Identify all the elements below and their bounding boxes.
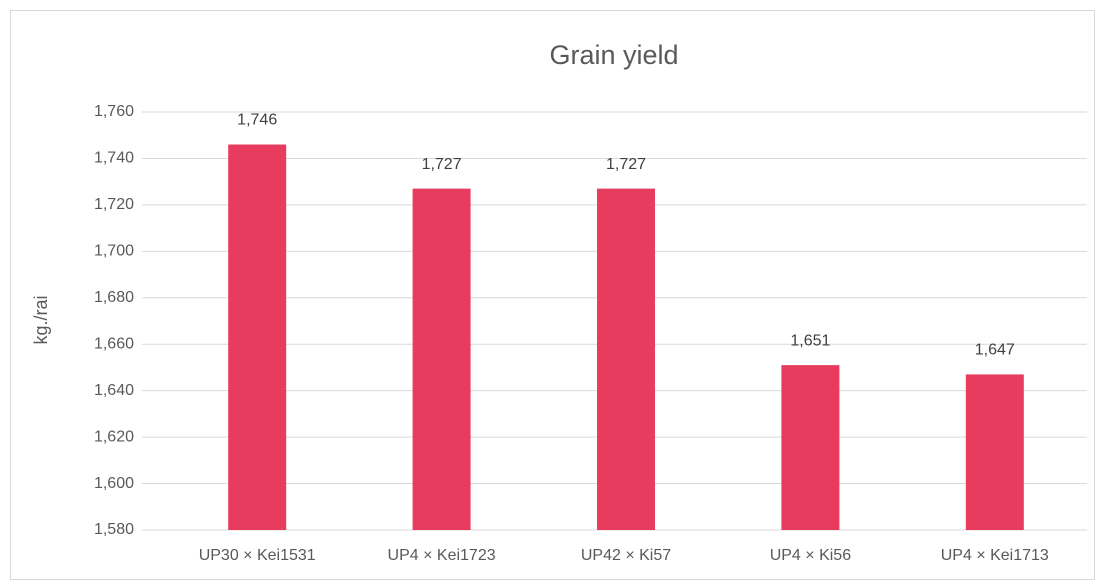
bar (412, 188, 471, 530)
bar (965, 374, 1024, 530)
bar (597, 188, 655, 530)
y-tick-label: 1,620 (94, 428, 134, 445)
y-tick-label: 1,720 (94, 196, 134, 213)
value-label: 1,727 (422, 156, 462, 173)
x-tick-label: UP4 × Ki56 (770, 547, 851, 564)
bar (781, 365, 840, 530)
x-tick-label: UP30 × Kei1531 (199, 547, 316, 564)
x-tick-label: UP4 × Kei1713 (941, 547, 1049, 564)
x-tick-label: UP42 × Ki57 (581, 547, 671, 564)
value-label: 1,647 (975, 342, 1015, 359)
y-tick-label: 1,740 (94, 150, 134, 167)
value-label: 1,727 (606, 156, 646, 173)
value-label: 1,746 (237, 112, 277, 129)
bar (228, 144, 287, 530)
y-tick-label: 1,700 (94, 243, 134, 260)
y-tick-label: 1,640 (94, 382, 134, 399)
y-tick-label: 1,680 (94, 289, 134, 306)
y-axis-label: kg./rai (31, 295, 51, 344)
x-tick-label: UP4 × Kei1723 (388, 547, 496, 564)
value-label: 1,651 (790, 332, 830, 349)
chart-border (10, 10, 1095, 580)
y-tick-label: 1,660 (94, 335, 134, 352)
y-tick-label: 1,600 (94, 475, 134, 492)
y-tick-label: 1,580 (94, 521, 134, 538)
chart-title: Grain yield (549, 40, 678, 70)
y-tick-label: 1,760 (94, 103, 134, 120)
